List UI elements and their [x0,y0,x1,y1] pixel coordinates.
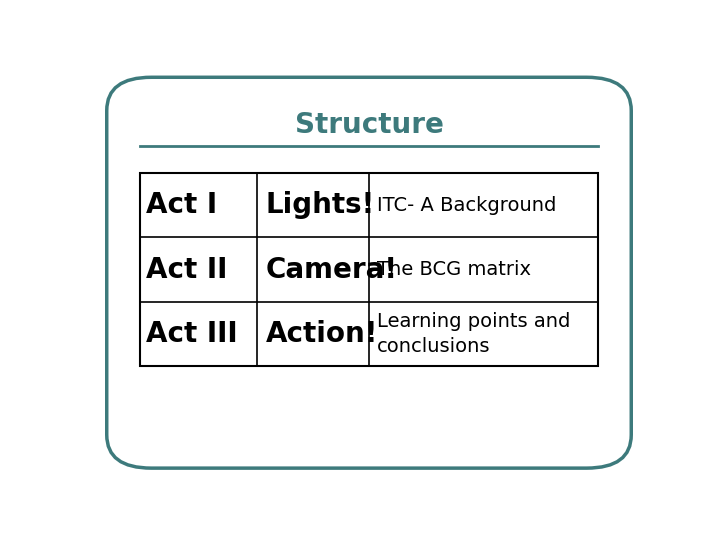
Text: Learning points and
conclusions: Learning points and conclusions [377,312,571,356]
Text: Structure: Structure [294,111,444,139]
Text: Camera!: Camera! [266,255,397,284]
Text: ITC- A Background: ITC- A Background [377,195,557,214]
FancyBboxPatch shape [107,77,631,468]
Text: Act I: Act I [145,191,217,219]
Text: Lights!: Lights! [266,191,375,219]
Text: The BCG matrix: The BCG matrix [377,260,531,279]
Text: Act III: Act III [145,320,238,348]
Text: Action!: Action! [266,320,378,348]
Text: Act II: Act II [145,255,228,284]
Bar [140,173,598,366]
